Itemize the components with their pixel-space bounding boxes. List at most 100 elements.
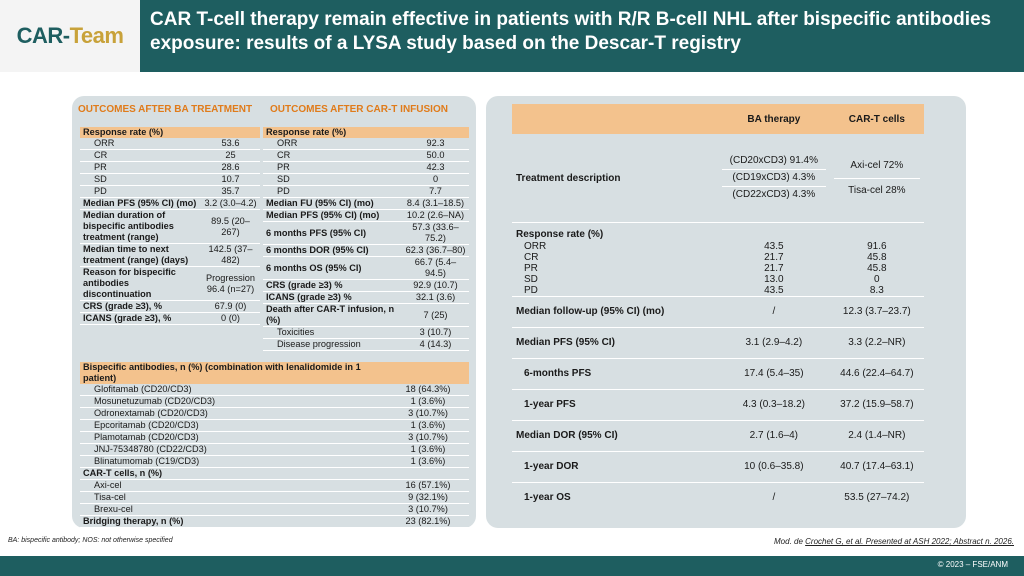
treatment-item: Tisa-cel 28%	[848, 184, 906, 196]
table-row: CR 25	[80, 150, 260, 162]
table-row: Median PFS (95% CI) (mo) 3.2 (3.0–4.2)	[80, 198, 260, 210]
row-value	[387, 362, 469, 384]
row-value: 25	[225, 150, 236, 160]
row-label: Disease progression	[277, 339, 361, 349]
row-value: 4.3 (0.3–18.2)	[742, 399, 805, 410]
row-value: 18 (64.3%)	[405, 384, 451, 394]
cart-section-title: OUTCOMES AFTER CAR-T INFUSION	[270, 104, 448, 115]
row-value: 44.6 (22.4–64.7)	[840, 368, 914, 379]
row-label: ORR	[94, 138, 115, 148]
table-row: ORR 43.5 91.6	[512, 241, 924, 252]
source-citation: Mod. de Crochet G, et al. Presented at A…	[774, 537, 1014, 546]
source-link[interactable]: Crochet G, et al. Presented at ASH 2022;…	[805, 537, 1014, 546]
row-value: 21.7	[764, 263, 784, 274]
row-value: 10 (0.6–35.8)	[744, 461, 804, 472]
ba-outcomes-table: Response rate (%) ORR 53.6 CR 25 PR 28.6 SD 10.7…	[80, 127, 260, 325]
row-label: Median duration of bispecific antibodies…	[83, 210, 174, 242]
table-row: ICANS (grade ≥3) % 32.1 (3.6)	[263, 292, 469, 304]
row-label: Plamotamab (CD20/CD3)	[94, 432, 199, 442]
row-value: 50.0	[426, 150, 445, 160]
table-row: Mosunetuzumab (CD20/CD3) 1 (3.6%)	[80, 396, 469, 408]
treatment-item: (CD22xCD3) 4.3%	[732, 189, 816, 200]
row-value: 4 (14.3)	[419, 339, 452, 349]
row-value: 66.7 (5.4–94.5)	[414, 257, 457, 278]
table-row: PD 35.7	[80, 186, 260, 198]
table-row: Plamotamab (CD20/CD3) 3 (10.7%)	[80, 432, 469, 444]
row-label: Median time to next treatment (range) (d…	[83, 244, 189, 265]
row-value: 142.5 (37–482)	[208, 244, 253, 265]
row-value: 1 (3.6%)	[410, 456, 446, 466]
row-value: 21.7	[764, 252, 784, 263]
row-value: 8.3	[869, 285, 884, 296]
row-label: CR	[277, 150, 291, 160]
table-row: Reason for bispecific antibodies discont…	[80, 267, 260, 301]
row-value: /	[772, 492, 776, 503]
copyright: © 2023 – FSE/ANM	[937, 560, 1008, 569]
table-row: Median duration of bispecific antibodies…	[80, 210, 260, 244]
row-label: Blinatumomab (C19/CD3)	[94, 456, 200, 466]
table-row: 6 months OS (95% CI) 66.7 (5.4–94.5)	[263, 257, 469, 280]
table-row: SD 13.0 0	[512, 274, 924, 285]
table-row: Median DOR (95% CI) 2.7 (1.6–4) 2.4 (1.4–N…	[512, 420, 924, 452]
table-row: 6 months PFS (95% CI) 57.3 (33.6–75.2)	[263, 222, 469, 245]
row-value: 17.4 (5.4–35)	[744, 368, 804, 379]
row-value: 2.7 (1.6–4)	[749, 430, 799, 441]
row-value: 1 (3.6%)	[410, 444, 446, 454]
table-row: SD 0	[263, 174, 469, 186]
row-value: 7.7	[429, 186, 442, 196]
row-value: Axi-cel 72% Tisa-cel 28%	[830, 134, 924, 223]
table-row: SD 10.7	[80, 174, 260, 186]
row-value: 12.3 (3.7–23.7)	[842, 306, 911, 317]
row-label: 1-year OS	[524, 492, 571, 503]
row-label: Toxicities	[277, 327, 315, 337]
row-value: 89.5 (20–267)	[211, 215, 250, 237]
abbreviations-note: BA: bispecific antibody; NOS: not otherw…	[8, 537, 173, 544]
row-label: Brexu-cel	[94, 504, 133, 514]
table-row: Median follow-up (95% CI) (mo) / 12.3 (3.7…	[512, 296, 924, 328]
row-label: 6 months DOR (95% CI)	[266, 245, 369, 255]
header-bar: CAR-Team CAR T-cell therapy remain effec…	[0, 0, 1024, 72]
table-row: CR 50.0	[263, 150, 469, 162]
table-row: Toxicities 3 (10.7)	[263, 327, 469, 339]
row-label: Median FU (95% CI) (mo)	[266, 198, 374, 208]
row-value: 7 (25)	[423, 309, 448, 320]
row-label: CRS (grade ≥3), %	[83, 301, 163, 311]
row-value: 3.3 (2.2–NR)	[848, 337, 906, 348]
row-label: ORR	[524, 241, 547, 252]
row-value: 3 (10.7)	[419, 327, 452, 337]
row-label: Response rate (%)	[516, 228, 604, 240]
cart-outcomes-table: Response rate (%) ORR 92.3 CR 50.0 PR 42.3 SD 0 P…	[263, 127, 469, 351]
row-label: Response rate (%)	[263, 127, 402, 138]
row-label: ICANS (grade ≥3), %	[83, 313, 172, 323]
row-label: Reason for bispecific antibodies discont…	[83, 267, 176, 299]
row-label: Epcoritamab (CD20/CD3)	[94, 420, 199, 430]
row-value: 9 (32.1%)	[408, 492, 448, 502]
table-row: Brexu-cel 3 (10.7%)	[80, 504, 469, 516]
treatment-item: (CD19xCD3) 4.3%	[722, 170, 826, 187]
row-label: PR	[94, 162, 107, 172]
table-row: 6-months PFS 17.4 (5.4–35) 44.6 (22.4–64.7…	[512, 358, 924, 390]
row-value: 45.8	[867, 252, 887, 263]
row-label: Tisa-cel	[94, 492, 126, 502]
treatment-item: Axi-cel 72%	[833, 154, 920, 179]
table-row: Median time to next treatment (range) (d…	[80, 244, 260, 267]
table-row: 1-year OS / 53.5 (27–74.2)	[512, 482, 924, 514]
row-label: 6-months PFS	[524, 368, 592, 379]
row-label: JNJ-75348780 (CD22/CD3)	[94, 444, 207, 454]
col-cart-cells: CAR-T cells	[848, 113, 905, 125]
row-value: 3.2 (3.0–4.2)	[204, 198, 257, 208]
table-row: Response rate (%)	[263, 127, 469, 138]
table-row: Median PFS (95% CI) (mo) 10.2 (2.6–NA)	[263, 210, 469, 222]
row-value: /	[772, 306, 776, 317]
row-label: ICANS (grade ≥3) %	[266, 292, 352, 302]
row-label: CR	[94, 150, 108, 160]
treatment-details-table: Bispecific antibodies, n (%) (combinatio…	[80, 362, 469, 528]
row-value	[718, 223, 830, 242]
table-row: Tisa-cel 9 (32.1%)	[80, 492, 469, 504]
row-value: 1 (3.6%)	[410, 420, 446, 430]
row-value: Progression 96.4 (n=27)	[205, 272, 256, 294]
table-row: Bispecific antibodies, n (%) (combinatio…	[80, 362, 469, 384]
row-label: 1-year PFS	[524, 399, 576, 410]
row-value: 23 (82.1%)	[405, 516, 451, 526]
row-value: 40.7 (17.4–63.1)	[840, 461, 914, 472]
